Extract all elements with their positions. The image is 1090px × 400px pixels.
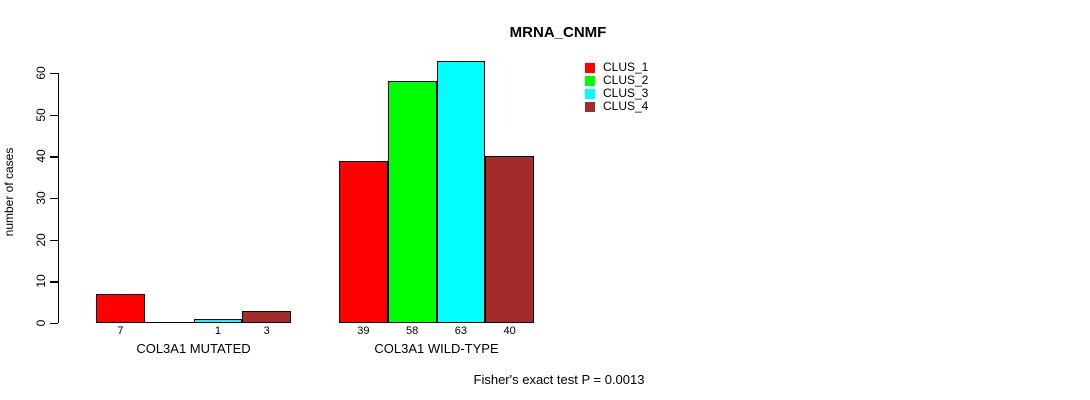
category-label: COL3A1 WILD-TYPE — [374, 341, 499, 356]
bar — [242, 310, 291, 323]
bar — [387, 81, 437, 323]
y-axis-tick-label: 0 — [34, 319, 48, 327]
legend-row: CLUS_3 — [585, 87, 648, 100]
y-axis-tick-label: 50 — [34, 107, 48, 122]
legend-label: CLUS_1 — [603, 60, 649, 74]
y-axis-tick — [50, 198, 58, 200]
y-axis-tick — [50, 281, 58, 283]
category-label: COL3A1 MUTATED — [136, 341, 251, 356]
bar-value-label: 63 — [454, 325, 467, 337]
y-axis-tick-label: 30 — [34, 191, 48, 205]
legend-swatch-icon — [585, 88, 595, 99]
annotation-fisher-test: Fisher's exact test P = 0.0013 — [473, 372, 645, 387]
legend-row: CLUS_2 — [585, 74, 648, 87]
legend-label: CLUS_4 — [603, 99, 649, 113]
bar — [193, 318, 243, 323]
legend-row: CLUS_4 — [585, 100, 648, 113]
bar — [436, 60, 486, 323]
y-axis-line — [58, 73, 60, 323]
y-axis-tick — [50, 73, 58, 75]
bar — [96, 293, 145, 323]
bar-value-label: 7 — [117, 325, 124, 337]
legend-swatch-icon — [585, 101, 595, 112]
y-axis-tick-label: 40 — [34, 149, 48, 164]
y-axis-tick — [50, 156, 58, 158]
y-axis-tick-label: 10 — [34, 274, 48, 289]
y-axis-tick-label: 20 — [34, 232, 48, 247]
legend-label: CLUS_3 — [603, 86, 649, 100]
bar-value-label: 1 — [214, 325, 221, 337]
legend-label: CLUS_2 — [603, 73, 649, 87]
legend-swatch-icon — [585, 75, 595, 86]
bar-value-label: 39 — [357, 325, 370, 337]
y-axis-tick — [50, 114, 58, 116]
bar-value-label: 58 — [406, 325, 419, 337]
y-axis-title: number of cases — [2, 147, 16, 237]
y-axis-tick — [50, 239, 58, 241]
bar — [339, 160, 388, 323]
bar-value-label: 40 — [503, 325, 516, 337]
legend: CLUS_1 CLUS_2 CLUS_3 CLUS_4 — [585, 61, 648, 113]
bar-value-label: 3 — [263, 325, 270, 337]
legend-swatch-icon — [585, 62, 595, 73]
bar — [485, 156, 534, 323]
legend-row: CLUS_1 — [585, 61, 648, 74]
chart-title: MRNA_CNMF — [509, 24, 607, 41]
y-axis-tick — [50, 323, 58, 325]
y-axis-tick-label: 60 — [34, 66, 48, 80]
